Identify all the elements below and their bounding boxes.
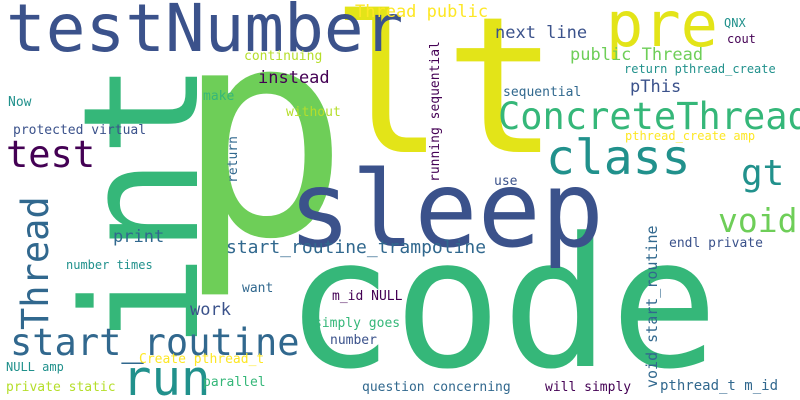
word-Now: Now [8, 95, 32, 110]
word-lt: lt [330, 0, 559, 197]
word-Thread: Thread [14, 196, 57, 330]
word-return-pthread_create: return pthread_create [624, 62, 776, 76]
word-private-static: private static [6, 380, 116, 395]
word-cout: cout [727, 32, 756, 46]
word-instead: instead [258, 68, 330, 88]
word-continuing: continuing [244, 49, 323, 64]
word-print: print [113, 227, 165, 247]
word-void: void [718, 201, 798, 240]
word-Thread-public: Thread public [355, 2, 489, 22]
word-p: p [175, 0, 350, 303]
word-class: class [546, 130, 691, 186]
word-run: run [122, 350, 211, 400]
word-endl-private: endl private [669, 236, 763, 251]
word-public-Thread: public Thread [570, 45, 704, 65]
word-protected-virtual: protected virtual [13, 123, 147, 138]
word-use: use [494, 174, 518, 189]
word-number-times: number times [66, 258, 153, 272]
word-gt: gt [741, 153, 785, 194]
word-code: code [285, 200, 719, 400]
word-work: work [190, 300, 231, 320]
word-without: without [286, 105, 341, 120]
word-number: number [330, 333, 377, 348]
word-will-simply: will simply [545, 380, 632, 395]
word-ConcreteThread: ConcreteThread [498, 95, 800, 138]
word-parallel: parallel [203, 375, 266, 390]
word-running-sequential: running sequential [428, 41, 443, 182]
word-pthread_t-m_id: pthread_t m_id [660, 378, 779, 394]
word-Create-pthread_t: Create pthread_t [139, 352, 265, 367]
word-make: make [203, 89, 235, 104]
word-pthread_create-amp: pthread_create amp [625, 129, 756, 143]
word-void-start_routine: void start_routine [643, 225, 661, 388]
word-return: return [226, 136, 241, 183]
word-QNX: QNX [724, 16, 746, 30]
word-want: want [242, 281, 274, 296]
word-pThis: pThis [630, 77, 682, 97]
word-question-concerning: question concerning [362, 380, 511, 395]
word-test: test [6, 133, 96, 176]
word-simply-goes: simply goes [314, 316, 401, 331]
word-sleep: sleep [288, 149, 605, 271]
word-NULL-amp: NULL amp [6, 360, 64, 374]
word-pre: pre [606, 0, 718, 61]
word-sequential: sequential [503, 85, 582, 100]
word-next-line: next line [495, 23, 588, 43]
word-start_routine_trampoline: start_routine_trampoline [226, 237, 487, 258]
word-start_routine: start_routine [10, 321, 300, 364]
word-testNumber: testNumber [6, 0, 404, 67]
word-m_id-NULL: m_id NULL [332, 289, 403, 304]
